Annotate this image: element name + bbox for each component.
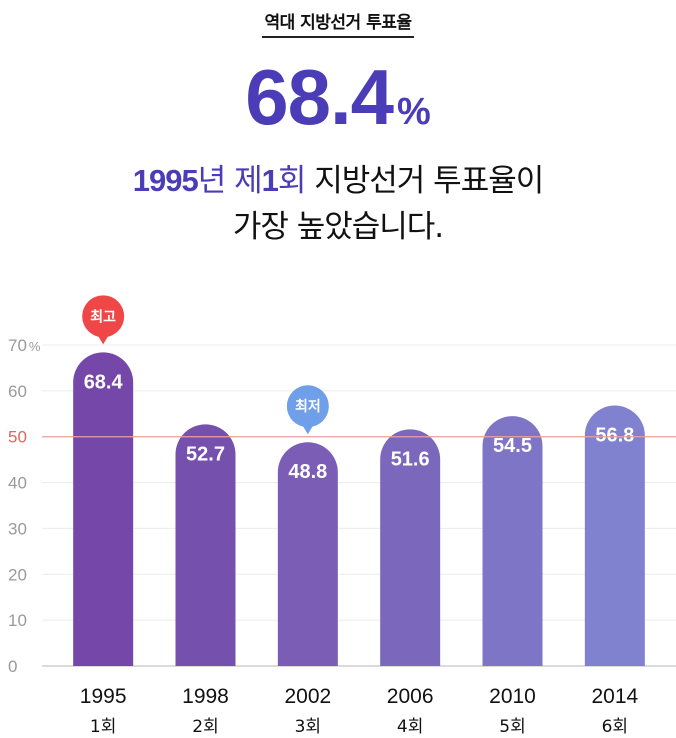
badge-circle xyxy=(82,295,125,338)
headline-emphasis: 1995년 제1회 xyxy=(132,163,307,199)
badge-label: 최저 xyxy=(295,399,321,415)
y-tick-label: 0 xyxy=(8,657,17,676)
x-tick-label: 2010 xyxy=(489,685,536,708)
x-tick-label: 2002 xyxy=(284,685,331,708)
headline-rest: 지방선거 투표율이 xyxy=(305,163,544,199)
y-tick-label: 40 xyxy=(8,474,27,493)
headline: 1995년 제1회 지방선거 투표율이 가장 높았습니다. xyxy=(0,158,676,250)
chart-title-text: 역대 지방선거 투표율 xyxy=(262,8,414,38)
bar xyxy=(482,416,543,666)
y-tick-label: 60 xyxy=(8,382,27,401)
bar xyxy=(584,405,645,666)
y-tick-label: 30 xyxy=(8,519,27,538)
bar xyxy=(380,429,441,666)
x-sub-label: 4회 xyxy=(397,717,423,737)
bar-value-label: 48.8 xyxy=(288,461,327,483)
badge-circle xyxy=(286,385,329,428)
bar-value-label: 68.4 xyxy=(84,371,124,393)
badge-label: 최고 xyxy=(90,309,116,325)
highlight-value: 68.4% xyxy=(0,52,676,143)
bar xyxy=(175,424,236,666)
bar xyxy=(277,442,338,666)
bar-value-label: 52.7 xyxy=(186,443,225,465)
x-tick-label: 2014 xyxy=(591,685,638,708)
bar-value-label: 56.8 xyxy=(595,425,634,447)
y-unit-label: % xyxy=(29,339,41,354)
y-tick-label: 50 xyxy=(8,428,27,447)
x-sub-label: 1회 xyxy=(90,717,116,737)
x-sub-label: 3회 xyxy=(295,717,321,737)
bar xyxy=(73,352,134,666)
x-sub-label: 5회 xyxy=(499,717,525,737)
x-tick-label: 2006 xyxy=(387,685,434,708)
highlight-unit: % xyxy=(397,91,431,133)
bar-value-label: 54.5 xyxy=(493,435,532,457)
x-tick-label: 1998 xyxy=(182,685,229,708)
x-sub-label: 2회 xyxy=(192,717,218,737)
x-sub-label: 6회 xyxy=(602,717,628,737)
y-tick-label: 70% xyxy=(8,336,41,355)
headline-year: 1995 xyxy=(132,163,199,198)
headline-year-suffix: 년 제 xyxy=(197,163,263,199)
headline-round: 1 xyxy=(261,163,279,198)
x-tick-label: 1995 xyxy=(80,685,127,708)
headline-line-1: 1995년 제1회 지방선거 투표율이 xyxy=(0,158,676,204)
bar-value-label: 51.6 xyxy=(391,448,430,470)
chart-title: 역대 지방선거 투표율 xyxy=(0,8,676,38)
y-tick-label: 10 xyxy=(8,611,27,630)
headline-round-suffix: 회 xyxy=(277,163,307,199)
highlight-number: 68.4 xyxy=(245,53,394,141)
y-tick-label: 20 xyxy=(8,565,27,584)
headline-line-2: 가장 높았습니다. xyxy=(232,209,444,245)
